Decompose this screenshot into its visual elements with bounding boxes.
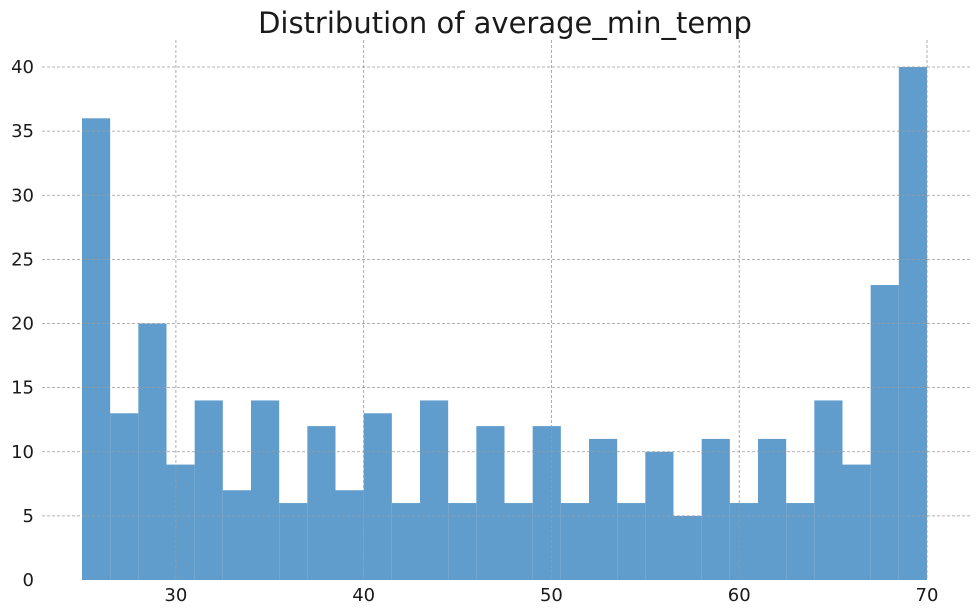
histogram-bar — [589, 438, 618, 580]
histogram-bar — [786, 503, 815, 580]
histogram-bar — [448, 503, 477, 580]
y-tick-label: 30 — [11, 185, 34, 206]
y-tick-label: 20 — [11, 314, 34, 335]
histogram-bar — [251, 400, 280, 580]
histogram-bar — [842, 464, 871, 580]
histogram-bar — [82, 118, 111, 581]
histogram-bar — [222, 490, 251, 580]
histogram-bar — [476, 426, 505, 580]
x-tick-label: 70 — [916, 585, 939, 606]
histogram-bar — [701, 438, 730, 580]
histogram-bar — [504, 503, 533, 580]
y-tick-label: 35 — [11, 121, 34, 142]
x-tick-label: 50 — [540, 585, 563, 606]
histogram-bar — [814, 400, 843, 580]
y-tick-label: 10 — [11, 442, 34, 463]
histogram-bar — [110, 413, 139, 580]
histogram-bar — [870, 285, 899, 580]
histogram-bar — [758, 438, 787, 580]
histogram-bar — [363, 413, 392, 580]
histogram-bar — [532, 426, 561, 580]
y-tick-label: 15 — [11, 378, 34, 399]
x-tick-label: 30 — [164, 585, 187, 606]
y-tick-label: 40 — [11, 57, 34, 78]
histogram-bar — [673, 515, 702, 580]
y-tick-label: 25 — [11, 249, 34, 270]
histogram-bar — [420, 400, 449, 580]
histogram-bar — [307, 426, 336, 580]
histogram-bar — [194, 400, 223, 580]
histogram-bar — [335, 490, 364, 580]
tick-layer: 0 5 10 15 20 25 30 35 40 30 40 50 60 70 — [11, 57, 938, 606]
chart-title: Distribution of average_min_temp — [258, 6, 752, 40]
histogram-bar — [391, 503, 420, 580]
y-tick-label: 0 — [23, 570, 34, 591]
histogram-bar — [729, 503, 758, 580]
grid-layer — [42, 40, 972, 580]
x-tick-label: 40 — [352, 585, 375, 606]
histogram-bar — [279, 503, 308, 580]
x-tick-label: 60 — [728, 585, 751, 606]
histogram-bar — [166, 464, 195, 580]
histogram-bar — [560, 503, 589, 580]
y-tick-label: 5 — [23, 506, 34, 527]
histogram-bar — [617, 503, 646, 580]
